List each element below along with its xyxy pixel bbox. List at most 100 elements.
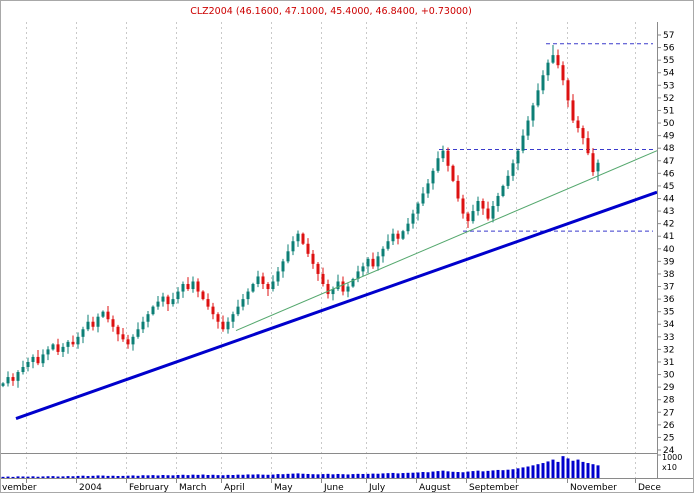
volume-bar [366, 473, 370, 478]
price-tick-label: 51 [663, 106, 674, 116]
candle-body [496, 195, 500, 207]
price-tick-label: 54 [663, 69, 675, 79]
candle-body [196, 281, 200, 292]
candle-body [351, 278, 355, 287]
volume-bar [471, 471, 475, 478]
volume-bar [476, 470, 480, 478]
volume-bar [591, 464, 595, 478]
candle-body [536, 90, 540, 106]
volume-bar [491, 470, 495, 478]
volume-bar [126, 475, 130, 478]
candle-body [1, 383, 5, 386]
volume-bar [41, 476, 45, 478]
candle-body [251, 284, 255, 292]
volume-bar [156, 475, 160, 478]
candle-body [276, 271, 280, 282]
candle-body [161, 296, 165, 302]
candle-body [11, 377, 15, 381]
candle-body [521, 135, 525, 151]
price-tick-label: 49 [663, 132, 675, 142]
volume-bar [236, 474, 240, 478]
candle-body [226, 321, 230, 330]
volume-bar [586, 463, 590, 478]
price-tick-label: 25 [663, 433, 674, 443]
price-tick-label: 24 [663, 446, 675, 456]
volume-bar [146, 475, 150, 478]
candle-body [36, 356, 40, 364]
volume-bar [441, 470, 445, 478]
volume-bar [271, 474, 275, 478]
candle-body [146, 314, 150, 322]
price-tick-label: 32 [663, 345, 674, 355]
volume-bar [406, 472, 410, 478]
price-tick-label: 35 [663, 308, 674, 318]
volume-bar [551, 459, 555, 478]
volume-bar [241, 474, 245, 478]
volume-bar [131, 475, 135, 478]
month-label: August [419, 483, 451, 493]
candle-body [431, 170, 435, 184]
candle-body [331, 289, 335, 295]
volume-bar [506, 469, 510, 478]
candle-body [476, 201, 480, 212]
volume-bar [531, 465, 535, 478]
volume-bar [466, 471, 470, 478]
price-tick-label: 55 [663, 56, 674, 66]
candle-body [231, 314, 235, 322]
candle-body [101, 311, 105, 317]
candle-body [171, 299, 175, 305]
volume-bar [321, 474, 325, 478]
candle-body [441, 150, 445, 159]
volume-bar [416, 472, 420, 478]
candle-body [481, 201, 485, 209]
price-tick-label: 44 [663, 194, 675, 204]
volume-bar [451, 471, 455, 478]
candle-body [366, 258, 370, 267]
candle-body [106, 311, 110, 320]
volume-bar [26, 476, 30, 478]
month-label: July [368, 483, 386, 493]
volume-bar [276, 474, 280, 478]
candle-body [241, 299, 245, 307]
month-label: April [224, 483, 245, 493]
volume-bar [246, 474, 250, 478]
candle-body [136, 329, 140, 337]
volume-bar [446, 471, 450, 478]
volume-bar [421, 472, 425, 478]
candle-body [181, 284, 185, 292]
volume-bar [171, 475, 175, 478]
candle-body [71, 341, 75, 345]
candle-body [376, 256, 380, 267]
candle-body [256, 276, 260, 284]
volume-bar [546, 461, 550, 478]
price-tick-label: 39 [663, 257, 675, 267]
volume-bar [501, 470, 505, 478]
volume-bar [231, 475, 235, 478]
volume-bar [266, 474, 270, 478]
candle-body [151, 306, 155, 315]
volume-bar [576, 459, 580, 478]
volume-bar [381, 473, 385, 478]
candle-body [501, 185, 505, 196]
volume-bar [526, 466, 530, 478]
candle-body [16, 372, 20, 381]
volume-bar [61, 476, 65, 478]
volume-bar [101, 475, 105, 478]
candle-body [131, 336, 135, 345]
price-tick-label: 45 [663, 182, 674, 192]
candle-body [66, 341, 70, 347]
candle-body [61, 346, 65, 352]
volume-bar [166, 475, 170, 478]
month-label: June [323, 483, 344, 493]
candle-body [156, 301, 160, 307]
candle-body [511, 163, 515, 176]
volume-bar [511, 469, 515, 478]
price-tick-label: 28 [663, 396, 675, 406]
candle-body [236, 306, 240, 315]
candle-body [81, 329, 85, 337]
volume-bar [561, 456, 565, 478]
volume-bar [306, 473, 310, 478]
price-tick-label: 27 [663, 408, 674, 418]
volume-bar [91, 475, 95, 478]
volume-bar [361, 473, 365, 478]
